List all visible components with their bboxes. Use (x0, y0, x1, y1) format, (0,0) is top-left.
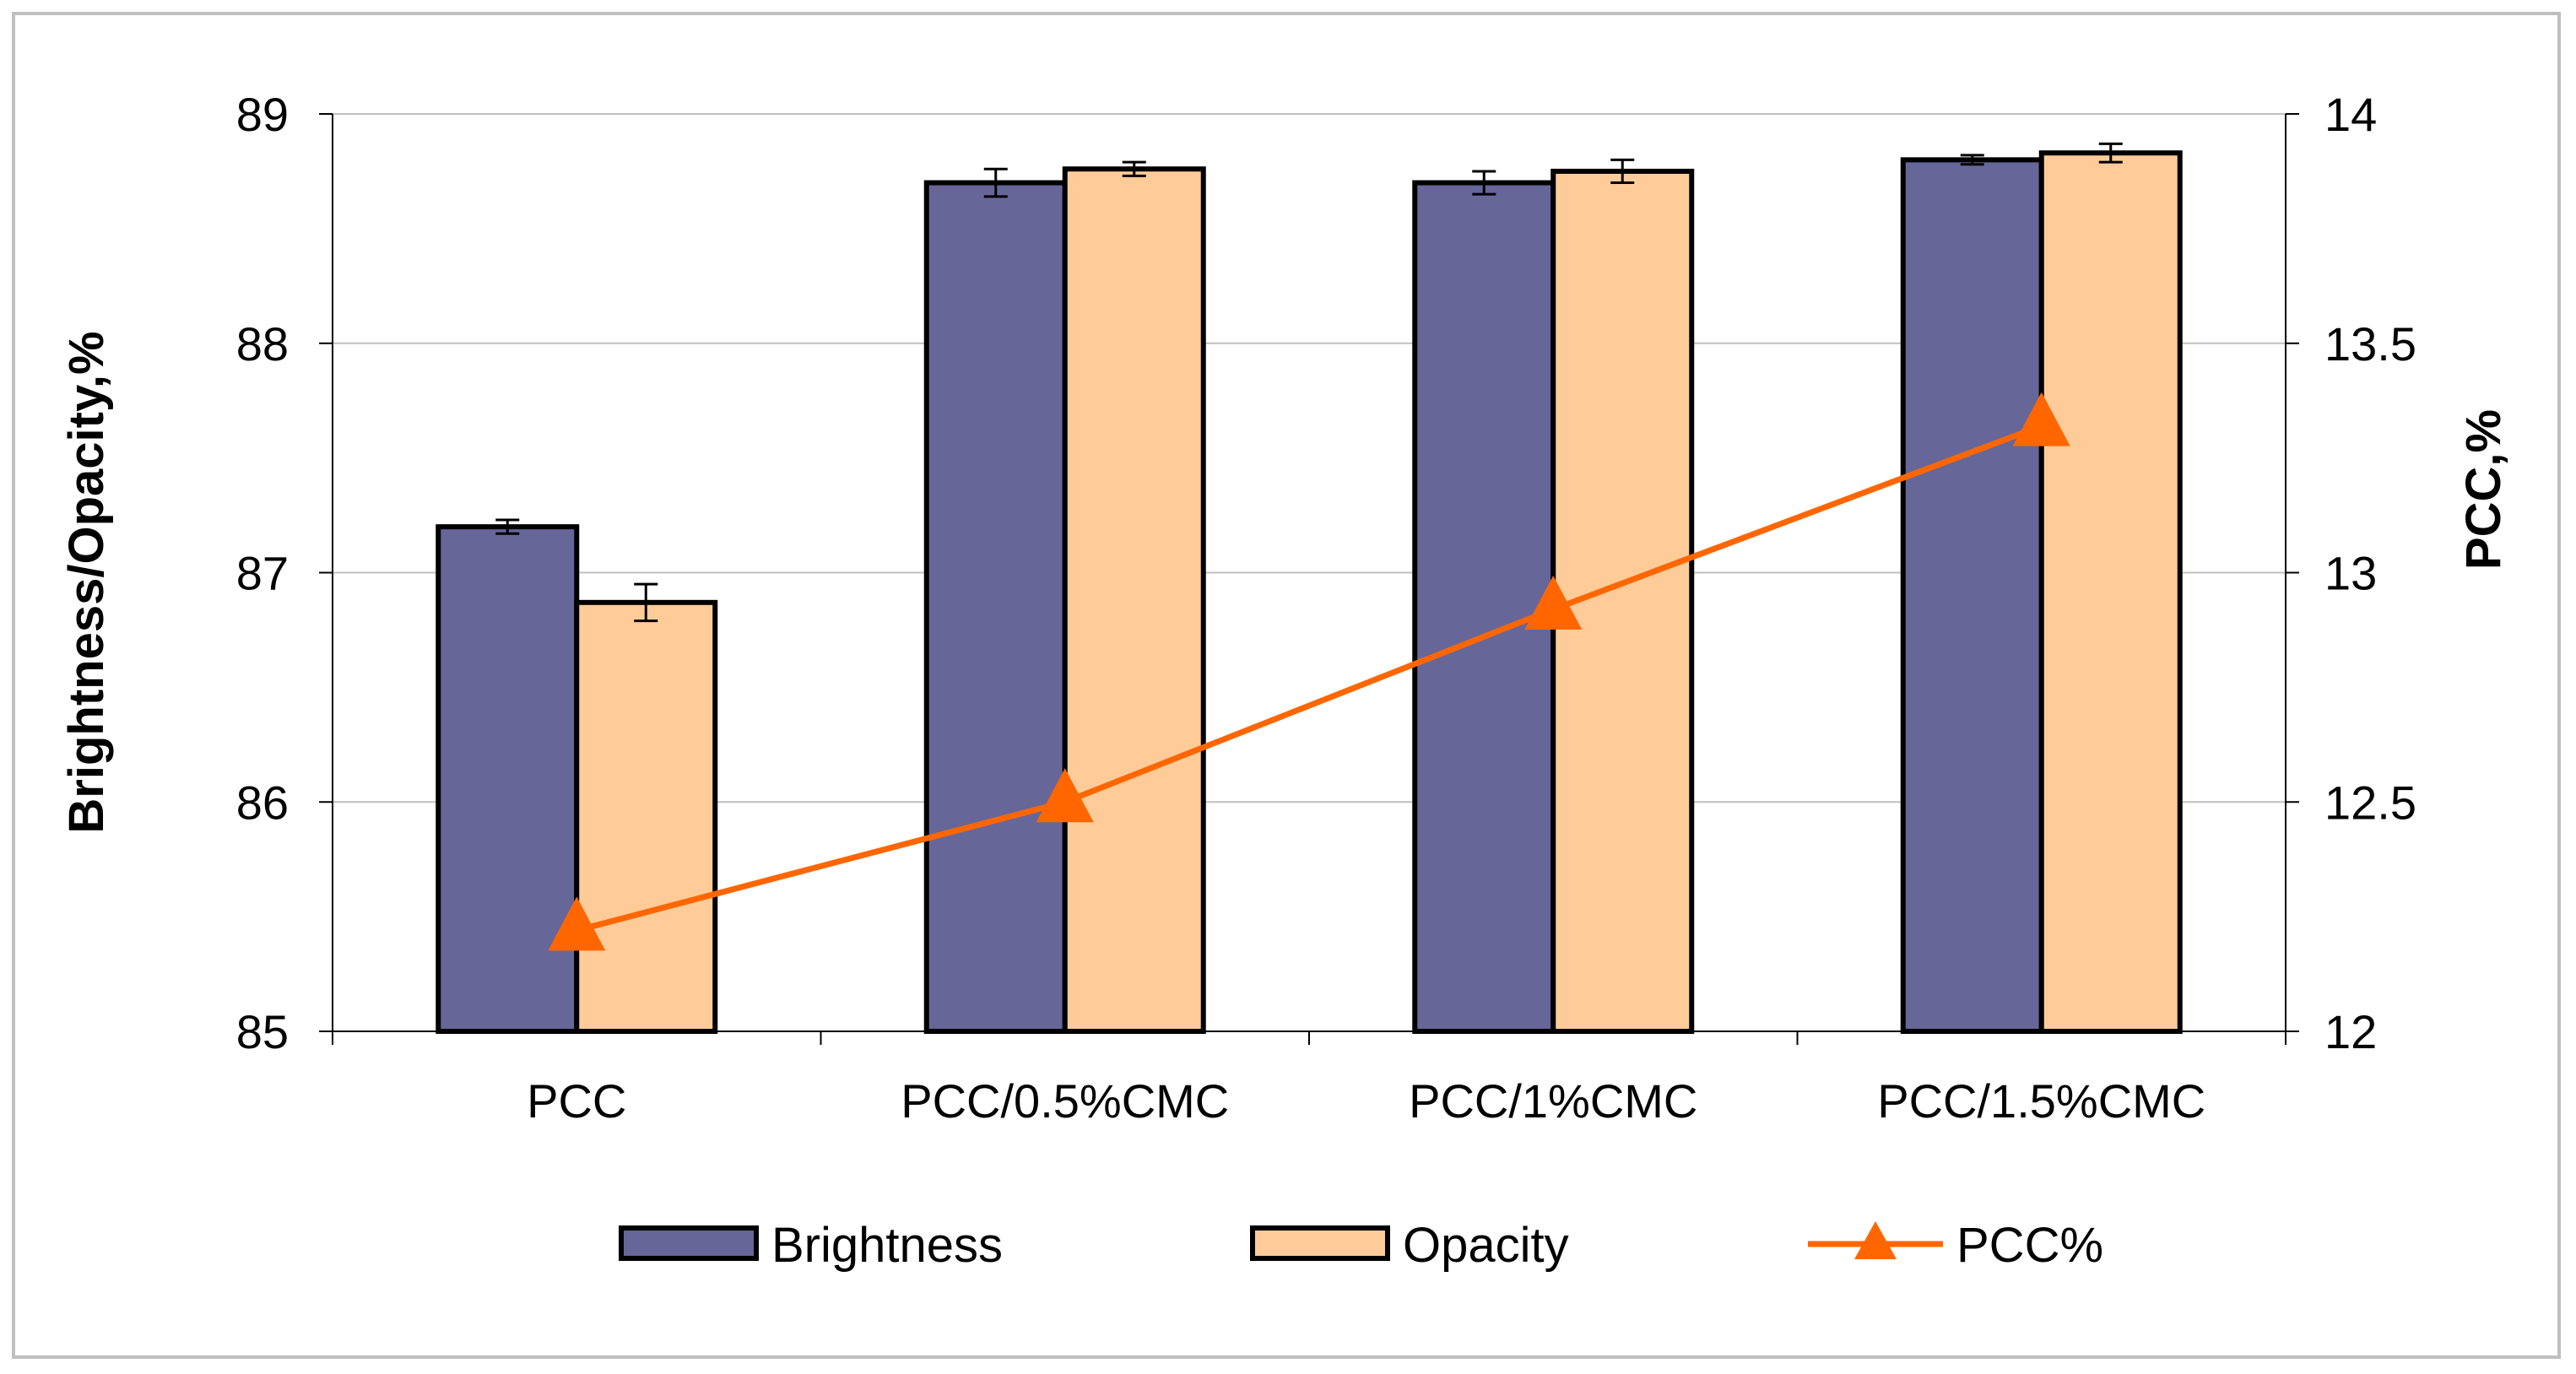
legend: Brightness Opacity PCC% (619, 1218, 2103, 1273)
bar-brightness (436, 524, 580, 1034)
legend-marker-pcc (1854, 1221, 1897, 1259)
error-bars (495, 142, 2123, 623)
y-tick-label: 85 (236, 1005, 289, 1058)
y-tick-label: 89 (236, 88, 289, 141)
y2-axis-title: PCC,% (2456, 409, 2511, 570)
pcc-series-line (576, 423, 2043, 933)
y2-tick-label: 14 (2324, 88, 2377, 141)
y2-tick-label: 13.5 (2324, 317, 2416, 371)
legend-label-brightness: Brightness (771, 1218, 1003, 1273)
legend-swatch-opacity (1250, 1225, 1390, 1261)
x-tick-label: PCC/0.5%CMC (901, 1074, 1229, 1128)
bar-opacity (574, 599, 718, 1034)
y-tick-label: 86 (236, 776, 289, 829)
y-axis-title: Brightness/Opacity,% (59, 331, 114, 833)
y-tick-label: 88 (236, 317, 289, 371)
legend-label-pcc: PCC% (1956, 1218, 2103, 1273)
y2-tick-label: 12 (2324, 1005, 2377, 1058)
axes: 85 86 87 88 89 12 12.5 13 13.5 14 PCC PCC/0.5%CMC PC… (236, 88, 2416, 1128)
y2-tick-label: 13 (2324, 547, 2377, 600)
pcc-point (2012, 392, 2070, 446)
pcc-point (548, 896, 606, 951)
bar-opacity (1062, 166, 1206, 1035)
legend-swatch-brightness (619, 1225, 759, 1261)
x-tick-label: PCC (527, 1074, 626, 1128)
pcc-point (1524, 575, 1583, 630)
bar-opacity (2038, 150, 2183, 1034)
y2-tick-label: 12.5 (2324, 776, 2416, 829)
bar-brightness (923, 180, 1068, 1034)
legend-label-opacity: Opacity (1403, 1218, 1569, 1273)
pcc-line (548, 392, 2070, 951)
x-tick-label: PCC/1.5%CMC (1877, 1074, 2205, 1128)
y-tick-label: 87 (236, 547, 289, 600)
pcc-point (1036, 768, 1094, 823)
x-tick-label: PCC/1%CMC (1409, 1074, 1697, 1128)
bar-brightness (1412, 180, 1556, 1034)
bar-brightness (1900, 157, 2044, 1035)
